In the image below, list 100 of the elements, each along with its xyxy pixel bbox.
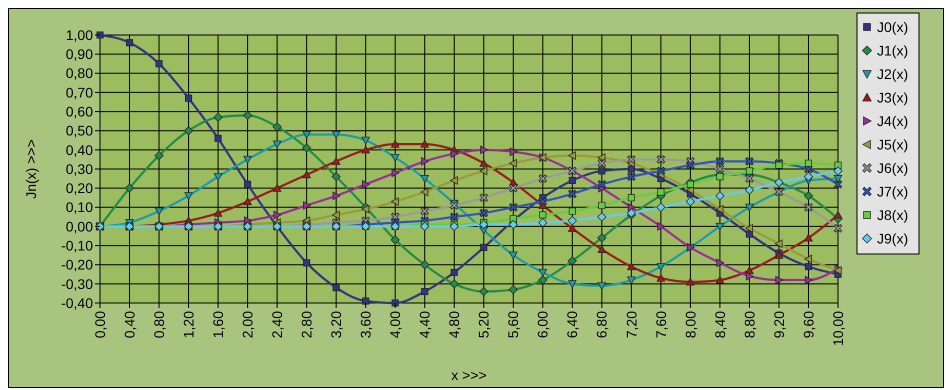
point	[303, 201, 311, 210]
point	[155, 60, 163, 68]
point	[362, 180, 370, 189]
point	[272, 122, 282, 132]
point	[420, 188, 428, 196]
y-axis-title: Jn(x) >>>	[23, 139, 39, 199]
point	[185, 94, 192, 102]
point	[686, 197, 695, 206]
point	[746, 272, 754, 280]
point	[272, 184, 282, 192]
point	[214, 112, 223, 122]
y-tick-label: 0,60	[66, 103, 94, 120]
point	[538, 197, 547, 206]
point	[332, 210, 340, 220]
point	[391, 197, 399, 206]
point	[480, 208, 488, 218]
point	[420, 260, 430, 270]
point	[361, 136, 370, 144]
point	[716, 222, 724, 231]
legend-label: J2(x)	[877, 66, 908, 82]
point	[568, 190, 577, 198]
y-tick-label: 0,00	[66, 218, 94, 234]
point	[716, 258, 724, 267]
point	[568, 280, 577, 288]
legend-label: J3(x)	[877, 89, 908, 106]
point	[302, 170, 311, 178]
point	[716, 276, 724, 284]
point	[627, 276, 636, 284]
point	[656, 274, 666, 282]
y-tick-label: -0,20	[61, 256, 94, 273]
point	[332, 157, 340, 165]
point	[509, 184, 518, 192]
point	[450, 279, 459, 288]
point	[628, 194, 635, 202]
point	[804, 160, 812, 167]
x-tick-label: 2,40	[269, 310, 286, 338]
point	[568, 216, 577, 226]
point	[480, 244, 488, 252]
point	[598, 159, 606, 168]
point	[804, 191, 813, 200]
point	[568, 224, 577, 232]
y-tick-label: 0,20	[66, 180, 94, 196]
point	[597, 233, 606, 242]
point	[834, 180, 842, 189]
point	[332, 284, 340, 292]
point	[598, 282, 606, 290]
point	[272, 140, 282, 148]
point	[774, 239, 783, 248]
point	[391, 154, 400, 162]
x-tick-label: 3,20	[328, 310, 344, 338]
legend-label: J7(x)	[877, 183, 908, 200]
point	[508, 220, 518, 230]
point	[716, 164, 724, 174]
x-tick-label: 7,60	[652, 310, 669, 338]
point	[244, 180, 252, 188]
y-tick-label: 0,40	[66, 142, 94, 158]
point	[834, 224, 842, 233]
y-tick-label: 0,10	[66, 199, 94, 216]
x-tick-label: 2,00	[240, 310, 256, 338]
point	[627, 262, 636, 270]
legend-label: J6(x)	[877, 160, 908, 176]
point	[214, 173, 222, 181]
point	[302, 143, 312, 152]
point	[656, 202, 666, 212]
x-tick-label: 6,80	[594, 310, 610, 338]
legend-label: J4(x)	[877, 112, 908, 129]
point	[214, 134, 222, 142]
x-tick-label: 2,80	[298, 310, 315, 338]
point	[302, 130, 311, 139]
point	[480, 166, 488, 176]
point	[450, 176, 458, 185]
point	[420, 175, 429, 183]
point	[627, 155, 636, 164]
point	[480, 194, 488, 202]
point	[746, 167, 753, 174]
point	[479, 287, 488, 296]
y-tick-label: 0,90	[66, 46, 94, 62]
point	[303, 259, 310, 266]
point	[390, 235, 400, 244]
point	[332, 172, 341, 182]
y-tick-label: -0,10	[61, 237, 94, 254]
point	[598, 167, 606, 174]
point	[598, 245, 606, 253]
point	[509, 203, 518, 212]
point	[450, 149, 458, 158]
point	[480, 146, 488, 154]
point	[804, 172, 813, 182]
point	[745, 224, 753, 233]
point	[539, 211, 546, 218]
y-tick-label: 0,30	[66, 160, 94, 177]
point	[745, 174, 754, 183]
point	[126, 39, 134, 46]
y-tick-label: -0,40	[61, 294, 94, 311]
y-tick-label: 1,00	[66, 26, 94, 43]
point	[450, 212, 458, 222]
point	[154, 208, 164, 216]
legend-label: J9(x)	[877, 230, 908, 246]
point	[420, 222, 430, 231]
point	[243, 156, 252, 164]
point	[538, 276, 548, 285]
